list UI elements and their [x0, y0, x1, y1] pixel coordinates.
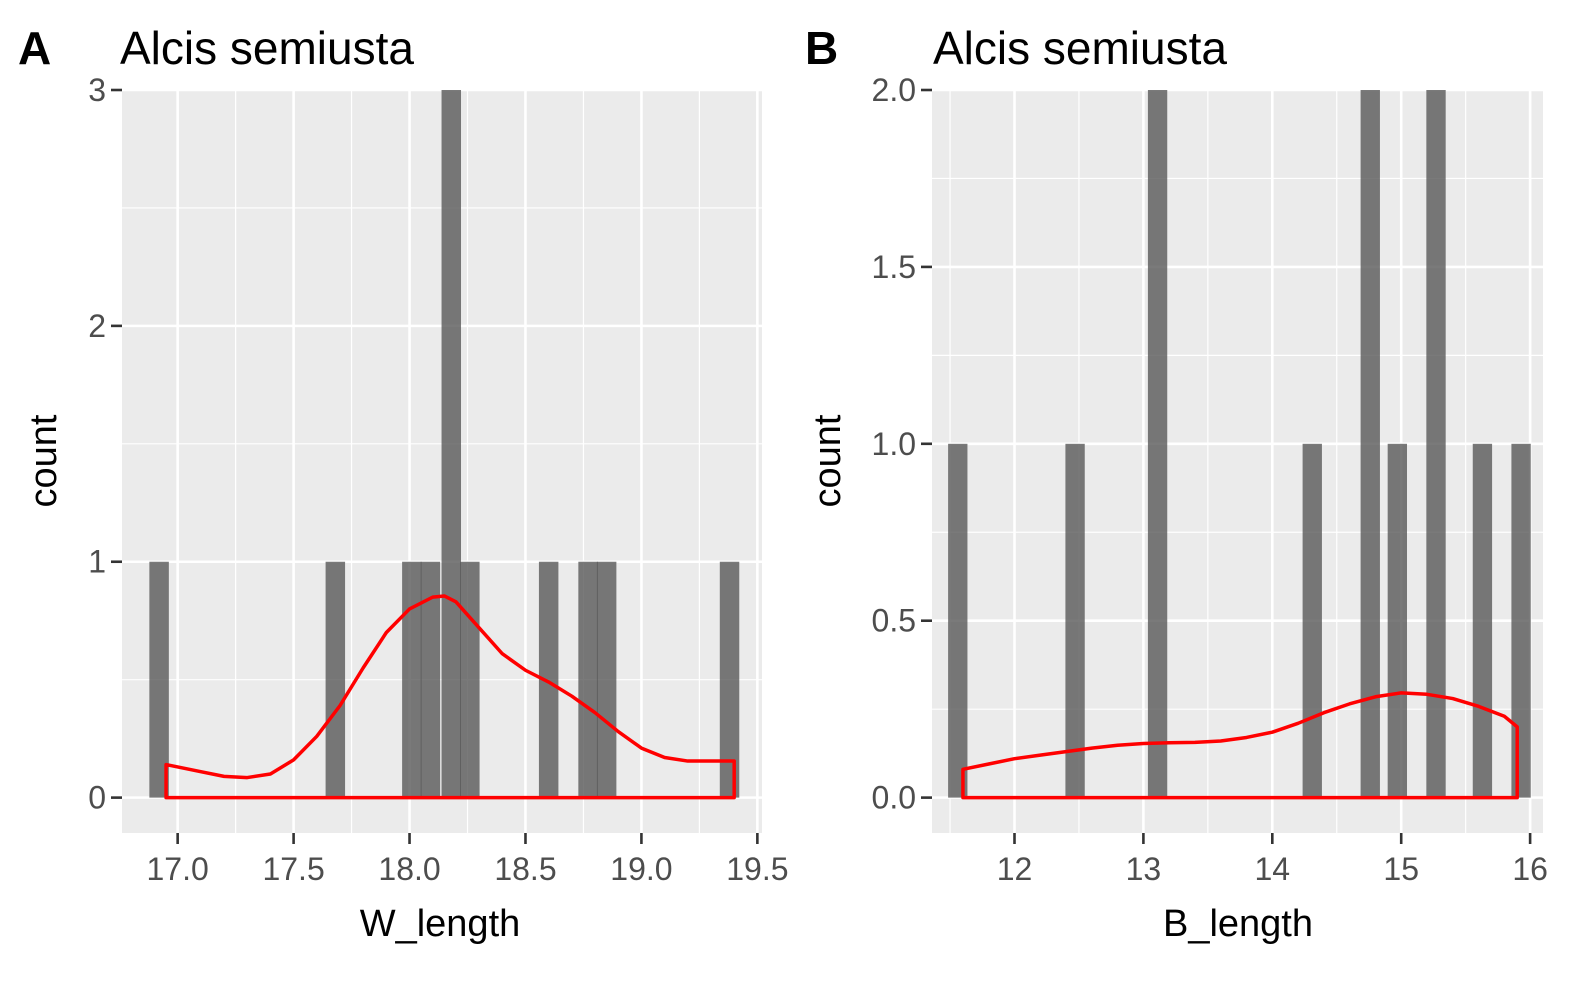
histogram-bar [948, 443, 968, 798]
x-tick-label: 18.5 [494, 851, 556, 887]
histogram-bar [578, 561, 598, 798]
y-axis-title: count [23, 414, 65, 507]
histogram-bar [1426, 90, 1446, 798]
x-tick-label: 14 [1255, 851, 1291, 887]
y-tick-label: 1 [88, 544, 106, 580]
x-tick-label: 19.0 [610, 851, 672, 887]
panel-b: B Alcis semiusta 0.00.51.01.52.0 12 13 14 1… [805, 22, 1548, 945]
y-axis-title: count [807, 414, 849, 507]
histogram-bar [460, 561, 480, 798]
density-line [961, 691, 1519, 800]
x-tick-label: 19.5 [726, 851, 788, 887]
histogram-bar [420, 561, 441, 798]
histogram-bar [1511, 443, 1531, 798]
x-tick-label: 17.5 [262, 851, 324, 887]
x-tick-label: 18.0 [378, 851, 440, 887]
y-axis-ticks: 0.0 0.5 1.0 1.5 2.0 [872, 72, 932, 816]
histogram-bar [1065, 443, 1085, 798]
histogram-bar [402, 561, 422, 798]
y-tick-label: 1.5 [872, 249, 916, 285]
y-tick-label: 3 [88, 72, 106, 108]
density-line [164, 594, 736, 800]
histogram-bar [1302, 443, 1322, 798]
x-tick-label: 13 [1126, 851, 1162, 887]
histogram-bar [441, 90, 462, 798]
x-axis-title: B_length [1163, 903, 1313, 945]
x-axis-ticks: 17.0 17.5 18.0 18.5 19.0 19.5 [147, 833, 789, 887]
x-axis-title: W_length [360, 903, 521, 945]
y-tick-label: 2.0 [872, 72, 916, 108]
histogram-bar [1360, 90, 1380, 798]
histogram-bar [596, 561, 617, 798]
histogram-bar [1387, 443, 1408, 798]
histogram-bar [1147, 90, 1168, 798]
x-axis-ticks: 12 13 14 15 16 [997, 833, 1548, 887]
y-tick-label: 0.5 [872, 603, 916, 639]
y-axis-ticks: 0 1 2 3 [88, 72, 122, 816]
panel-tag: B [805, 22, 838, 74]
y-tick-label: 0 [88, 780, 106, 816]
histogram-bar [325, 561, 346, 798]
histogram-bar [149, 561, 169, 798]
panel-title: Alcis semiusta [120, 22, 414, 74]
histogram-bar [719, 561, 740, 798]
y-tick-label: 0.0 [872, 780, 916, 816]
histogram-bar [538, 561, 559, 798]
x-tick-label: 12 [997, 851, 1033, 887]
panel-title: Alcis semiusta [933, 22, 1227, 74]
x-tick-label: 15 [1383, 851, 1419, 887]
histogram-bar [1472, 443, 1493, 798]
x-tick-label: 17.0 [147, 851, 209, 887]
x-tick-label: 16 [1512, 851, 1548, 887]
histogram-bars [948, 90, 1531, 798]
density-curve [164, 594, 736, 800]
panel-tag: A [18, 22, 51, 74]
y-tick-label: 2 [88, 308, 106, 344]
panel-a: A Alcis semiusta 0 1 2 3 17.0 17.5 18.0 18.5 19… [18, 22, 789, 945]
y-tick-label: 1.0 [872, 426, 916, 462]
density-curve [961, 691, 1519, 800]
plot-background [932, 90, 1543, 833]
